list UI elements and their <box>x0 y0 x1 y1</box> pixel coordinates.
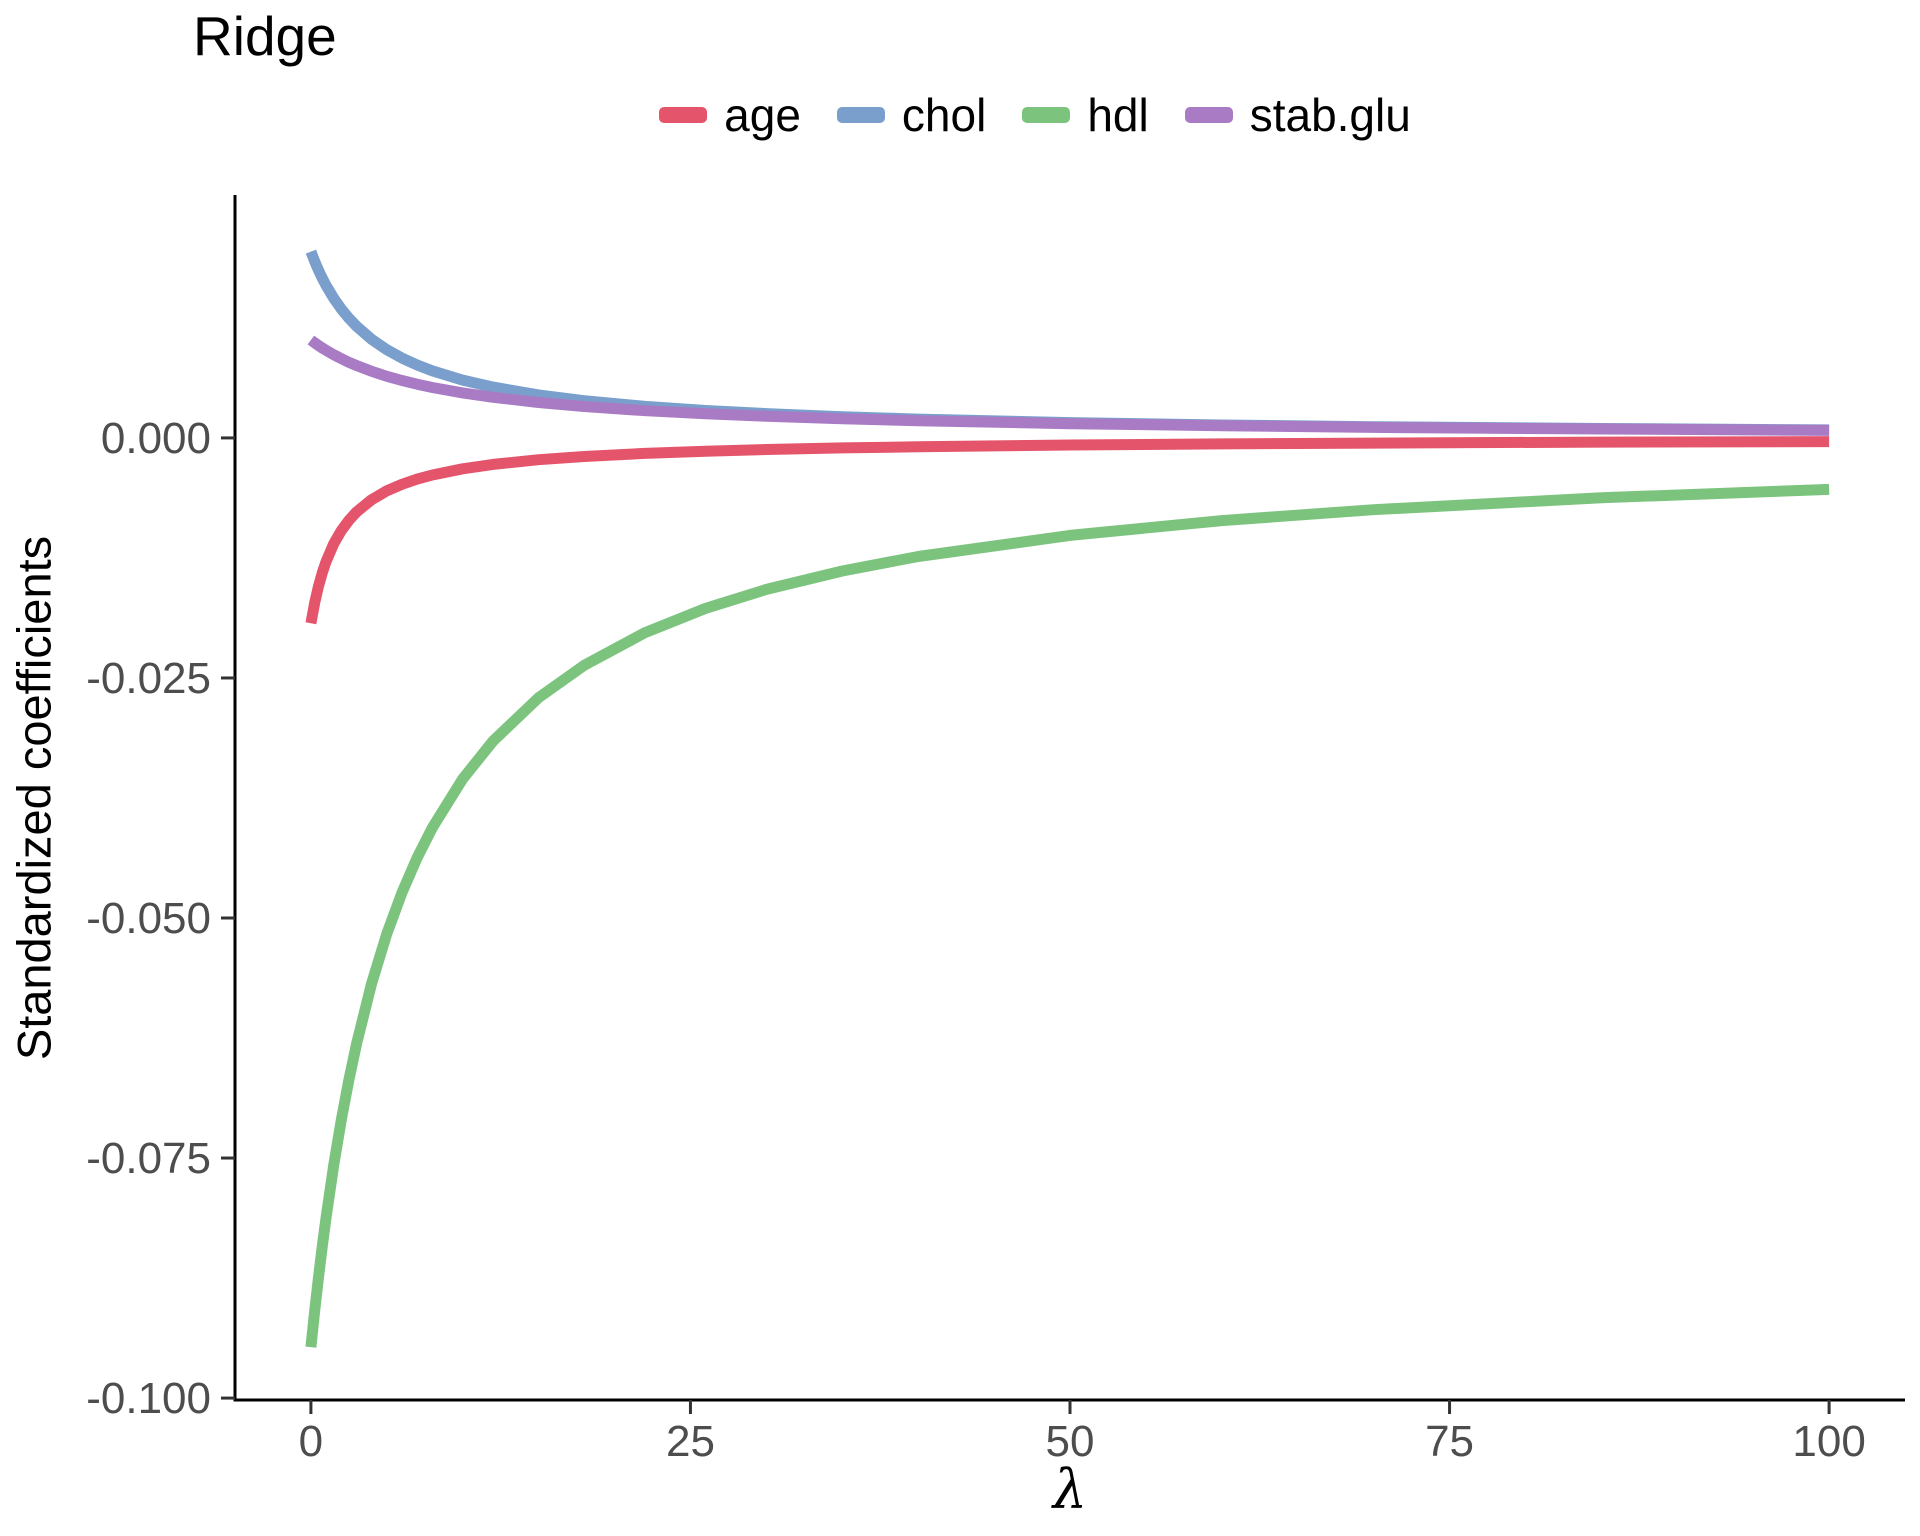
legend-label: hdl <box>1087 89 1149 141</box>
series-line-hdl <box>305 483 1830 1348</box>
series-line-stab.glu <box>307 335 1830 436</box>
x-axis-title: λ <box>1052 1458 1088 1521</box>
y-tick-label: -0.100 <box>86 1374 211 1423</box>
legend-swatch-chol <box>836 107 885 123</box>
legend-swatch-age <box>659 107 708 123</box>
y-axis-title: Standardized coefficients <box>7 535 61 1061</box>
y-tick-label: -0.075 <box>86 1134 211 1183</box>
plot-title: Ridge <box>193 5 337 67</box>
x-tick-label: 0 <box>299 1417 323 1466</box>
x-tick-label: 25 <box>666 1417 715 1466</box>
x-tick-label: 75 <box>1425 1417 1474 1466</box>
legend-swatch-hdl <box>1022 107 1071 123</box>
legend-label: age <box>724 89 801 141</box>
legend-swatch-stab.glu <box>1184 107 1233 123</box>
legend: age chol hdl stab.glu <box>0 88 1920 142</box>
legend-item-hdl: hdl <box>1022 88 1149 142</box>
series-line-age <box>305 436 1830 625</box>
y-tick-label: -0.025 <box>86 654 211 703</box>
y-tick-label: 0.000 <box>101 414 211 463</box>
x-tick-label: 50 <box>1046 1417 1095 1466</box>
legend-item-stab.glu: stab.glu <box>1184 88 1411 142</box>
legend-item-chol: chol <box>836 88 987 142</box>
y-tick-label: -0.050 <box>86 894 211 943</box>
legend-label: chol <box>901 89 987 141</box>
legend-label: stab.glu <box>1249 89 1411 141</box>
legend-item-age: age <box>659 88 801 142</box>
x-tick-label: 100 <box>1792 1417 1865 1466</box>
